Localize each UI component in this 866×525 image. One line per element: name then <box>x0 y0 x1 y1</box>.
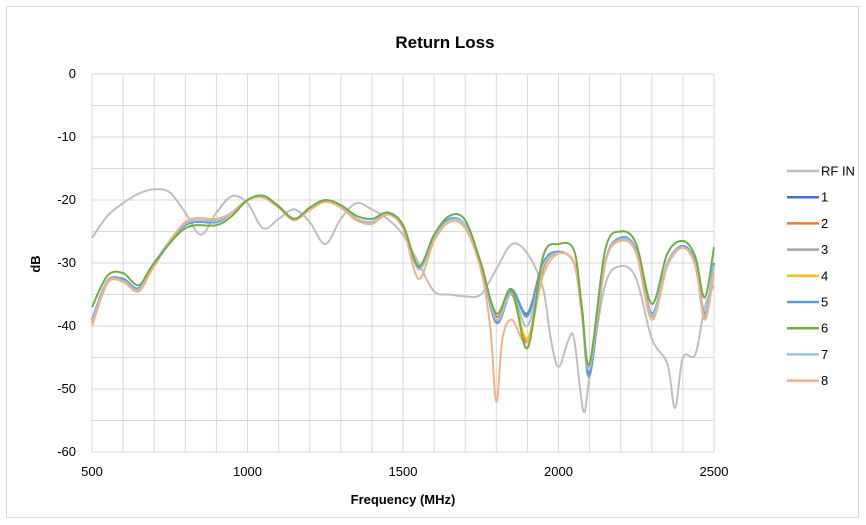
x-tick-label: 1000 <box>233 464 262 479</box>
x-tick-label: 1500 <box>389 464 418 479</box>
legend-label: 8 <box>821 373 828 388</box>
legend-label: 2 <box>821 216 828 231</box>
x-tick-label: 2000 <box>544 464 573 479</box>
legend-label: 5 <box>821 295 828 310</box>
y-tick-label: 0 <box>69 66 76 81</box>
y-tick-label: -30 <box>57 255 76 270</box>
legend-label: 6 <box>821 321 828 336</box>
y-axis-title: dB <box>28 255 43 272</box>
legend-label: 1 <box>821 190 828 205</box>
y-tick-label: -40 <box>57 318 76 333</box>
y-tick-label: -50 <box>57 381 76 396</box>
series-line-8 <box>91 195 715 403</box>
x-axis-title: Frequency (MHz) <box>351 492 456 507</box>
chart-title: Return Loss <box>395 33 494 52</box>
grid <box>91 73 715 453</box>
series-line-6 <box>91 194 715 366</box>
legend: RF IN 1 2 3 4 5 6 7 8 <box>787 164 855 388</box>
x-tick-labels: 500 1000 1500 2000 2500 <box>81 464 728 479</box>
y-tick-labels: 0 -10 -20 -30 -40 -50 -60 <box>57 66 76 459</box>
x-tick-label: 2500 <box>700 464 729 479</box>
legend-label: 3 <box>821 242 828 257</box>
y-tick-label: -60 <box>57 444 76 459</box>
series-line-rf-in <box>91 188 715 414</box>
legend-label: RF IN <box>821 164 855 179</box>
legend-label: 7 <box>821 347 828 362</box>
y-tick-label: -20 <box>57 192 76 207</box>
series-lines <box>91 188 715 414</box>
y-tick-label: -10 <box>57 129 76 144</box>
legend-label: 4 <box>821 268 828 283</box>
x-tick-label: 500 <box>81 464 103 479</box>
chart-frame <box>6 6 859 518</box>
